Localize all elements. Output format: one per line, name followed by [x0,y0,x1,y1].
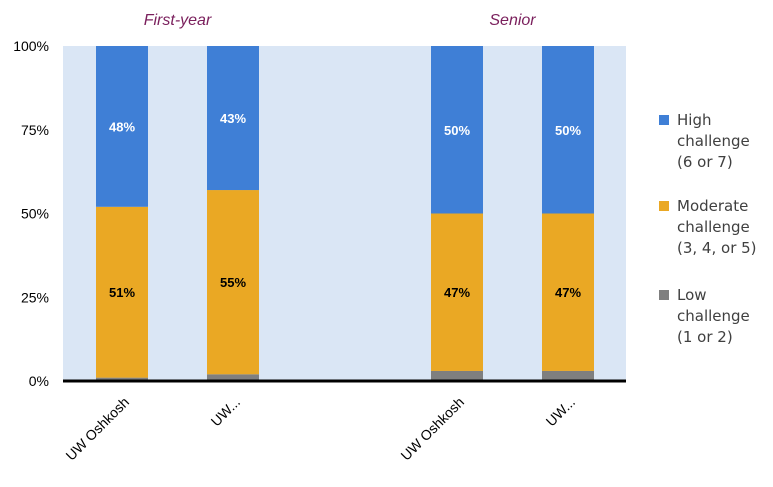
legend-label: Low [677,286,707,304]
legend-label: challenge [677,307,750,325]
y-tick-label: 50% [21,206,49,222]
bar-segment [207,374,259,381]
data-label: 47% [555,285,581,300]
bars: 51% 48% 55% 43% 47% 50% 47% 50% [96,46,594,381]
bar-segment [542,46,594,214]
bar-segment [207,190,259,375]
legend-swatch [659,201,669,211]
bar-segment [96,206,148,378]
category-label: UW... [208,394,244,430]
y-tick-label: 100% [13,38,49,54]
bar-segment [96,46,148,207]
legend-label: (6 or 7) [677,153,733,171]
bar-segment [207,46,259,191]
group-labels: First-year Senior [144,12,537,29]
category-label: UW... [543,394,579,430]
y-tick-label: 75% [21,122,49,138]
legend-label: challenge [677,218,750,236]
bar-segment [542,213,594,371]
y-tick-label: 0% [29,373,49,389]
legend-label: Moderate [677,197,748,215]
legend: High challenge (6 or 7) Moderate challenge (3… [659,111,757,346]
data-label: 48% [109,119,135,134]
bar-segment [542,370,594,381]
legend-label: challenge [677,132,750,150]
legend-label: (1 or 2) [677,328,733,346]
bar-segment [431,46,483,214]
data-label: 50% [444,123,470,138]
y-tick-label: 25% [21,289,49,305]
group-label: First-year [144,12,212,29]
bar-segment [96,377,148,381]
data-label: 51% [109,285,135,300]
y-axis-ticks: 0% 25% 50% 75% 100% [13,38,49,389]
legend-label: (3, 4, or 5) [677,239,757,257]
group-label: Senior [489,12,536,29]
data-label: 43% [220,111,246,126]
legend-swatch [659,290,669,300]
legend-swatch [659,115,669,125]
bar-segment [431,370,483,381]
data-label: 55% [220,275,246,290]
data-label: 47% [444,285,470,300]
category-label: UW Oshkosh [397,394,467,464]
category-labels: UW Oshkosh UW... UW Oshkosh UW... [62,394,578,464]
data-label: 50% [555,123,581,138]
legend-label: High [677,111,711,129]
category-label: UW Oshkosh [62,394,132,464]
plot-background [63,46,626,381]
bar-segment [431,213,483,371]
